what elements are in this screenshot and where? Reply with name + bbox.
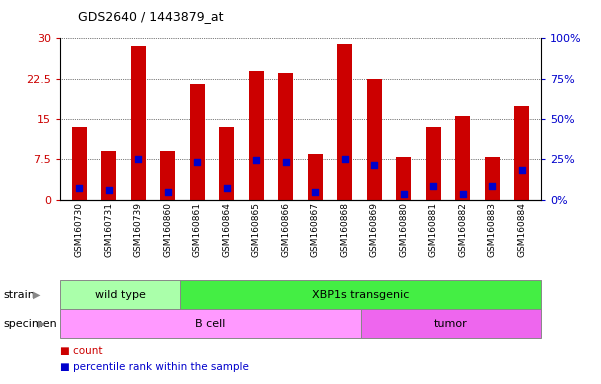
Bar xyxy=(485,157,499,200)
Text: ▶: ▶ xyxy=(33,290,40,300)
Bar xyxy=(397,157,411,200)
Bar xyxy=(60,309,361,338)
Point xyxy=(133,156,143,162)
Bar xyxy=(219,127,234,200)
Point xyxy=(75,185,84,191)
Bar xyxy=(72,127,87,200)
Point xyxy=(517,167,526,173)
Bar xyxy=(308,154,323,200)
Point xyxy=(192,159,202,165)
Point xyxy=(311,189,320,195)
Bar xyxy=(131,46,145,200)
Bar xyxy=(456,116,470,200)
Point xyxy=(222,185,231,191)
Bar xyxy=(102,151,116,200)
Bar xyxy=(60,280,180,309)
Text: ■ percentile rank within the sample: ■ percentile rank within the sample xyxy=(60,362,249,372)
Point xyxy=(340,156,350,162)
Text: wild type: wild type xyxy=(95,290,145,300)
Point xyxy=(458,191,468,197)
Bar xyxy=(514,106,529,200)
Text: strain: strain xyxy=(3,290,35,300)
Bar xyxy=(180,280,541,309)
Point xyxy=(429,183,438,189)
Text: XBP1s transgenic: XBP1s transgenic xyxy=(312,290,409,300)
Bar xyxy=(426,127,441,200)
Point xyxy=(251,157,261,164)
Point xyxy=(163,189,172,195)
Text: B cell: B cell xyxy=(195,318,225,329)
Bar xyxy=(361,309,541,338)
Text: ■ count: ■ count xyxy=(60,346,103,356)
Point xyxy=(487,183,497,189)
Bar xyxy=(337,44,352,200)
Text: specimen: specimen xyxy=(3,318,56,329)
Bar xyxy=(367,79,382,200)
Bar xyxy=(190,84,204,200)
Bar xyxy=(278,73,293,200)
Point xyxy=(104,187,114,193)
Text: ▶: ▶ xyxy=(38,318,45,329)
Point xyxy=(281,159,290,165)
Bar xyxy=(160,151,175,200)
Bar xyxy=(249,71,264,200)
Point xyxy=(399,191,409,197)
Point xyxy=(370,162,379,168)
Text: GDS2640 / 1443879_at: GDS2640 / 1443879_at xyxy=(78,10,224,23)
Text: tumor: tumor xyxy=(434,318,468,329)
